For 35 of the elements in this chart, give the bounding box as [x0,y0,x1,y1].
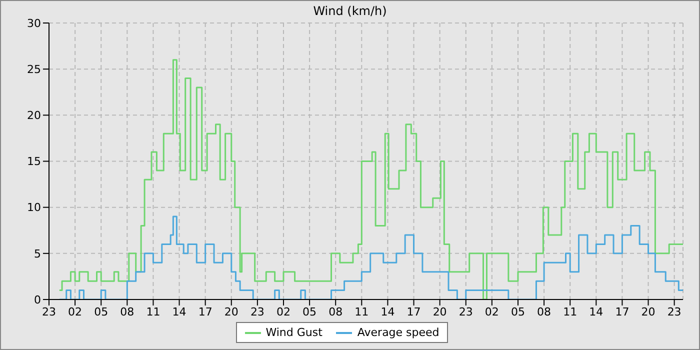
y-tick-label: 30 [27,16,41,30]
x-tick-label: 11 [146,305,160,318]
x-tick-label: 20 [224,305,238,318]
x-tick-label: 08 [120,305,134,318]
x-tick-label: 02 [484,305,499,318]
x-tick-label: 05 [510,305,525,318]
chart-title: Wind (km/h) [312,4,388,18]
x-tick-label: 17 [406,305,421,318]
x-tick-label: 08 [328,305,343,318]
x-tick-label: 02 [68,305,82,318]
x-tick-label: 08 [537,305,552,318]
y-tick-label: 5 [34,247,41,260]
x-tick-label: 05 [302,305,317,318]
x-tick-label: 23 [458,305,473,318]
x-tick-label: 17 [615,305,630,318]
x-tick-label: 02 [276,305,290,318]
x-tick-label: 11 [354,305,369,318]
y-tick-label: 25 [27,62,41,76]
y-tick-label: 20 [27,109,41,122]
x-tick-label: 20 [432,305,447,318]
x-tick-label: 14 [589,305,604,318]
x-tick-label: 14 [172,305,186,318]
legend-label: Average speed [357,326,440,339]
x-tick-label: 14 [380,305,395,318]
x-tick-label: 23 [42,305,56,318]
legend-label: Wind Gust [266,326,322,339]
x-tick-label: 20 [641,305,656,318]
x-tick-label: 11 [563,305,578,318]
y-tick-label: 15 [27,155,41,168]
x-tick-label: 05 [94,305,108,318]
x-tick-label: 23 [667,305,682,318]
y-tick-label: 0 [34,293,41,306]
y-tick-label: 10 [27,201,41,214]
x-tick-label: 23 [250,305,264,318]
x-tick-label: 17 [198,305,212,318]
